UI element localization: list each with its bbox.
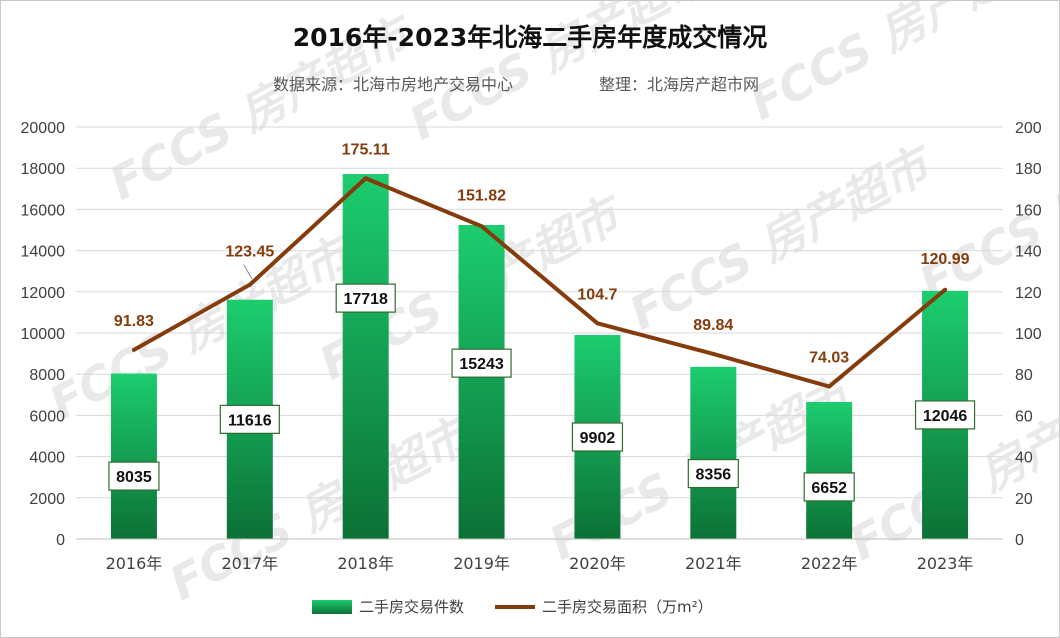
line-point — [827, 384, 832, 389]
y-left-tick-label: 0 — [56, 532, 65, 549]
y-left-tick-label: 6000 — [29, 408, 65, 425]
y-right-tick-label: 200 — [1015, 120, 1042, 137]
line-point — [595, 321, 600, 326]
y-right-tick-label: 60 — [1015, 408, 1033, 425]
bar-label-value: 11616 — [228, 412, 272, 429]
line-label: 104.7 — [577, 286, 617, 303]
line-label: 120.99 — [921, 251, 970, 268]
x-tick-label: 2020年 — [569, 554, 626, 573]
legend: 二手房交易件数 二手房交易面积（万m²） — [312, 598, 713, 616]
y-left-tick-label: 16000 — [21, 202, 66, 219]
bar-label-box — [803, 472, 855, 502]
bar-label-box — [451, 348, 512, 378]
line-point — [479, 224, 484, 229]
line-label: 74.03 — [809, 349, 849, 366]
y-left-tick-label: 10000 — [21, 326, 66, 343]
line-label: 123.45 — [225, 244, 274, 261]
y-left-tick-label: 4000 — [29, 450, 65, 467]
bar-label-value: 12046 — [923, 408, 968, 425]
line-label: 91.83 — [114, 313, 154, 330]
y-right-tick-label: 40 — [1015, 450, 1033, 467]
x-tick-label: 2021年 — [685, 554, 742, 573]
watermark-text: FCCS 房产超市 — [41, 225, 364, 431]
bar-label-box — [219, 404, 280, 434]
bar-label-value: 8356 — [696, 467, 732, 484]
watermark-text: FCCS 房产超市 — [621, 135, 944, 341]
bar-label-value: 8035 — [116, 469, 152, 486]
x-tick-label: 2019年 — [453, 554, 510, 573]
y-right-tick-label: 20 — [1015, 491, 1033, 508]
line-label: 151.82 — [457, 187, 506, 204]
x-axis: 2016年 2017年 2018年 2019年 2020年 2021年 2022年 2023年 — [76, 538, 1003, 573]
watermark-text: FCCS 房产超市 — [741, 1, 1059, 131]
y-left-tick-label: 18000 — [21, 161, 66, 178]
bar-label: 9902 — [571, 422, 624, 452]
bar-label-value: 9902 — [580, 430, 616, 447]
y-left-tick-label: 2000 — [29, 491, 65, 508]
bar-label: 12046 — [914, 400, 976, 430]
line-series — [131, 176, 948, 389]
data-source-note: 数据来源：北海市房地产交易中心 — [273, 75, 513, 94]
bar — [806, 401, 853, 539]
bar-label-box — [335, 283, 396, 313]
line-point — [943, 287, 948, 292]
y-right-tick-label: 100 — [1015, 326, 1042, 343]
y-left-tick-label: 14000 — [21, 244, 66, 261]
line-point — [363, 176, 368, 181]
label-leader-line — [243, 264, 253, 279]
bar — [342, 174, 389, 539]
bar-label: 15243 — [451, 348, 512, 378]
bar-data-labels: 8035 11616 17718 15243 9902 8356 6652 12046 — [108, 283, 976, 502]
x-tick-label: 2017年 — [221, 554, 278, 573]
y-right-tick-label: 160 — [1015, 202, 1042, 219]
legend-line-label: 二手房交易面积（万m²） — [542, 598, 713, 616]
bar-label-value: 17718 — [343, 291, 388, 308]
bar-label-value: 6652 — [811, 480, 847, 497]
bar-label: 6652 — [803, 472, 855, 502]
y-right-tick-label: 120 — [1015, 285, 1042, 302]
watermark-text: FCCS 房产超市 — [161, 405, 484, 611]
area-line — [132, 176, 947, 389]
y-right-tick-label: 80 — [1015, 367, 1033, 384]
y-right-tick-label: 140 — [1015, 244, 1042, 261]
bar-label: 8356 — [687, 458, 739, 489]
bar-label-box — [687, 458, 739, 489]
y-left-tick-label: 12000 — [21, 285, 66, 302]
line-label: 175.11 — [342, 141, 390, 158]
legend-bar-label: 二手房交易件数 — [359, 598, 464, 616]
y-right-tick-label: 180 — [1015, 161, 1042, 178]
bar-label: 11616 — [219, 404, 280, 434]
x-tick-label: 2016年 — [106, 554, 163, 573]
bar — [690, 366, 737, 539]
bar-label: 8035 — [108, 461, 160, 491]
y-left-tick-label: 8000 — [29, 367, 65, 384]
bar-label-box — [571, 422, 624, 452]
bar-label-value: 15243 — [459, 356, 504, 373]
line-point — [711, 351, 716, 356]
bar-label-box — [914, 400, 976, 430]
bar-label-box — [108, 461, 160, 491]
x-tick-label: 2022年 — [801, 554, 858, 573]
compiler-note: 整理：北海房产超市网 — [599, 75, 759, 94]
bar — [110, 373, 157, 539]
y-right-tick-label: 0 — [1015, 532, 1024, 549]
chart-title: 2016年-2023年北海二手房年度成交情况 — [293, 23, 768, 52]
x-tick-label: 2023年 — [917, 554, 974, 573]
y-left-tick-label: 20000 — [21, 120, 66, 137]
line-point — [131, 347, 136, 352]
legend-bar-swatch — [312, 600, 352, 614]
line-point — [247, 282, 252, 287]
line-data-labels: 91.83 123.45 175.11 151.82 104.7 89.84 74.03 12… — [114, 141, 970, 366]
line-label: 89.84 — [693, 317, 733, 334]
bar-label: 17718 — [335, 283, 396, 313]
y-axis-left: 0 2000 4000 6000 8000 10000 12000 14000 16000 180… — [21, 120, 66, 549]
y-axis-right: 0 20 40 60 80 100 120 140 160 180 200 — [1015, 120, 1042, 549]
bar — [458, 224, 505, 539]
x-tick-label: 2018年 — [337, 554, 394, 573]
